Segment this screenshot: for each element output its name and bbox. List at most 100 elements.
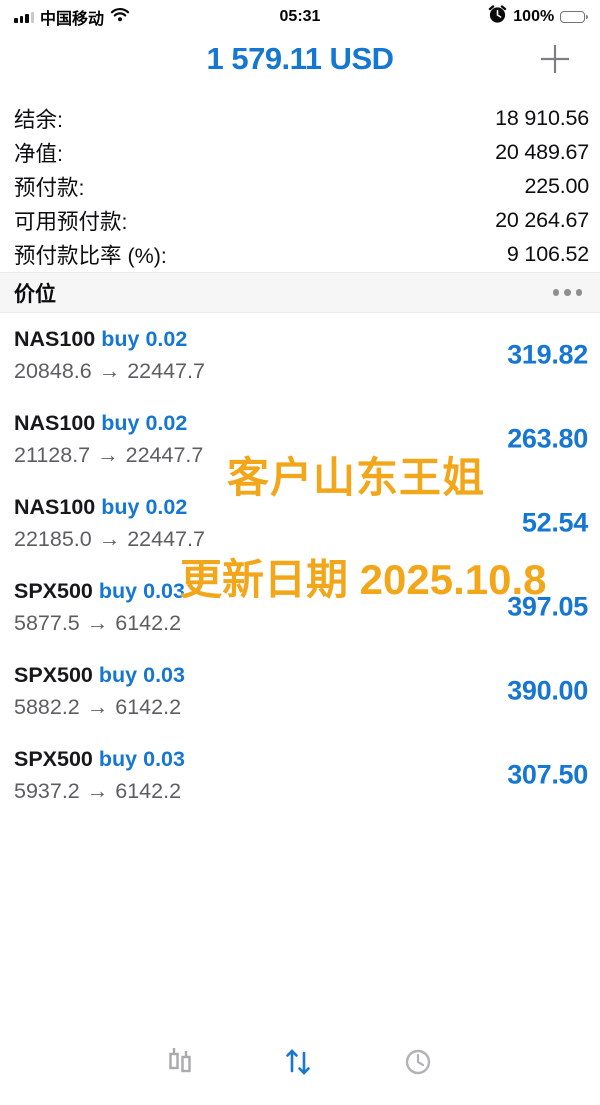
- open-price: 22185.0: [14, 527, 92, 551]
- position-volume: 0.03: [143, 663, 185, 687]
- position-profit: 263.80: [507, 423, 588, 454]
- position-row[interactable]: SPX500 buy 0.03 5882.2 → 6142.2 390.00: [0, 649, 600, 733]
- arrow-icon: →: [86, 611, 109, 635]
- position-row[interactable]: NAS100 buy 0.02 20848.6 → 22447.7 319.82: [0, 313, 600, 397]
- tab-history[interactable]: [401, 1045, 435, 1085]
- current-price: 6142.2: [115, 611, 182, 635]
- clock-label: 05:31: [279, 8, 321, 25]
- position-title: NAS100 buy 0.02: [14, 409, 588, 437]
- arrow-icon: →: [98, 359, 121, 383]
- ellipsis-icon: [552, 289, 559, 296]
- margin-row: 预付款: 225.00: [14, 169, 589, 203]
- arrow-icon: →: [86, 695, 109, 719]
- add-order-button[interactable]: [538, 42, 572, 76]
- position-profit: 52.54: [521, 507, 588, 538]
- current-price: 6142.2: [115, 695, 182, 719]
- equity-value: 20 489.67: [495, 139, 589, 164]
- ellipsis-icon: [564, 289, 571, 296]
- balance-label: 结余:: [14, 107, 63, 132]
- margin-value: 225.00: [524, 173, 589, 198]
- margin-level-row: 预付款比率 (%): 9 106.52: [14, 237, 589, 271]
- arrow-icon: →: [98, 527, 121, 551]
- history-clock-icon: [405, 1049, 431, 1075]
- position-symbol: SPX500: [14, 579, 93, 603]
- free-margin-row: 可用预付款: 20 264.67: [14, 203, 589, 237]
- battery-percent-label: 100%: [513, 8, 555, 25]
- position-volume: 0.02: [145, 495, 188, 519]
- position-side: buy: [101, 495, 140, 519]
- position-symbol: NAS100: [14, 495, 96, 519]
- open-price: 5937.2: [14, 779, 80, 803]
- position-symbol: NAS100: [14, 411, 96, 435]
- alarm-icon: [488, 5, 507, 29]
- position-prices: 5937.2 → 6142.2: [14, 777, 588, 805]
- position-side: buy: [98, 747, 138, 771]
- positions-section-header: 价位: [0, 272, 600, 313]
- position-row[interactable]: SPX500 buy 0.03 5877.5 → 6142.2 397.05: [0, 565, 600, 649]
- balance-value: 18 910.56: [495, 105, 589, 130]
- status-bar: 中国移动 05:31 100%: [0, 0, 600, 34]
- position-profit: 307.50: [507, 759, 588, 790]
- position-title: NAS100 buy 0.02: [14, 325, 588, 353]
- position-prices: 21128.7 → 22447.7: [14, 441, 588, 469]
- open-price: 21128.7: [14, 443, 91, 467]
- current-price: 22447.7: [125, 443, 204, 467]
- wifi-icon: [110, 7, 130, 27]
- plus-icon: [541, 45, 569, 73]
- position-symbol: SPX500: [14, 747, 93, 771]
- arrow-icon: →: [97, 443, 119, 467]
- trade-arrows-icon: [286, 1049, 310, 1075]
- position-prices: 5877.5 → 6142.2: [14, 609, 588, 637]
- position-symbol: SPX500: [14, 663, 93, 687]
- position-title: SPX500 buy 0.03: [14, 661, 588, 689]
- position-prices: 5882.2 → 6142.2: [14, 693, 588, 721]
- open-price: 5882.2: [14, 695, 80, 719]
- signal-strength-icon: [14, 11, 34, 23]
- position-profit: 319.82: [507, 339, 588, 370]
- equity-label: 净值:: [14, 141, 63, 166]
- current-price: 22447.7: [127, 359, 205, 383]
- position-prices: 22185.0 → 22447.7: [14, 525, 588, 553]
- position-title: SPX500 buy 0.03: [14, 745, 588, 773]
- tab-charts[interactable]: [163, 1045, 197, 1085]
- position-row[interactable]: NAS100 buy 0.02 21128.7 → 22447.7 263.80: [0, 397, 600, 481]
- candlestick-chart-icon: [169, 1048, 191, 1073]
- carrier-label: 中国移动: [40, 11, 105, 28]
- position-volume: 0.03: [143, 747, 185, 771]
- arrow-icon: →: [86, 779, 109, 803]
- margin-level-label: 预付款比率 (%):: [14, 243, 167, 268]
- position-side: buy: [101, 411, 140, 435]
- position-volume: 0.02: [145, 327, 188, 351]
- account-summary: 结余: 18 910.56 净值: 20 489.67 预付款: 225.00 …: [14, 101, 589, 271]
- position-title: SPX500 buy 0.03: [14, 577, 588, 605]
- ellipsis-icon: [575, 289, 582, 296]
- free-margin-label: 可用预付款:: [14, 209, 128, 234]
- position-side: buy: [101, 327, 140, 351]
- position-profit: 397.05: [507, 591, 588, 622]
- positions-list: NAS100 buy 0.02 20848.6 → 22447.7 319.82 N…: [0, 313, 600, 817]
- open-price: 20848.6: [14, 359, 92, 383]
- position-title: NAS100 buy 0.02: [14, 493, 588, 521]
- position-row[interactable]: SPX500 buy 0.03 5937.2 → 6142.2 307.50: [0, 733, 600, 817]
- current-price: 22447.7: [127, 527, 205, 551]
- trade-screen: { "colors": { "accent_blue": "#1577D2", …: [0, 0, 600, 1075]
- position-volume: 0.03: [143, 579, 185, 603]
- balance-row: 结余: 18 910.56: [14, 101, 589, 135]
- position-volume: 0.02: [145, 411, 188, 435]
- position-symbol: NAS100: [14, 327, 96, 351]
- position-prices: 20848.6 → 22447.7: [14, 357, 588, 385]
- bottom-tab-bar: [0, 1045, 600, 1105]
- positions-menu-button[interactable]: [551, 283, 585, 302]
- position-profit: 390.00: [507, 675, 588, 706]
- margin-level-value: 9 106.52: [506, 241, 589, 266]
- tab-trade[interactable]: [281, 1045, 315, 1085]
- positions-section-title: 价位: [14, 282, 56, 306]
- position-side: buy: [98, 579, 138, 603]
- account-total-balance: 1 579.11 USD: [206, 41, 394, 76]
- position-row[interactable]: NAS100 buy 0.02 22185.0 → 22447.7 52.54: [0, 481, 600, 565]
- position-side: buy: [98, 663, 138, 687]
- margin-label: 预付款:: [14, 175, 85, 200]
- equity-row: 净值: 20 489.67: [14, 135, 589, 169]
- free-margin-value: 20 264.67: [495, 207, 589, 232]
- open-price: 5877.5: [14, 611, 80, 635]
